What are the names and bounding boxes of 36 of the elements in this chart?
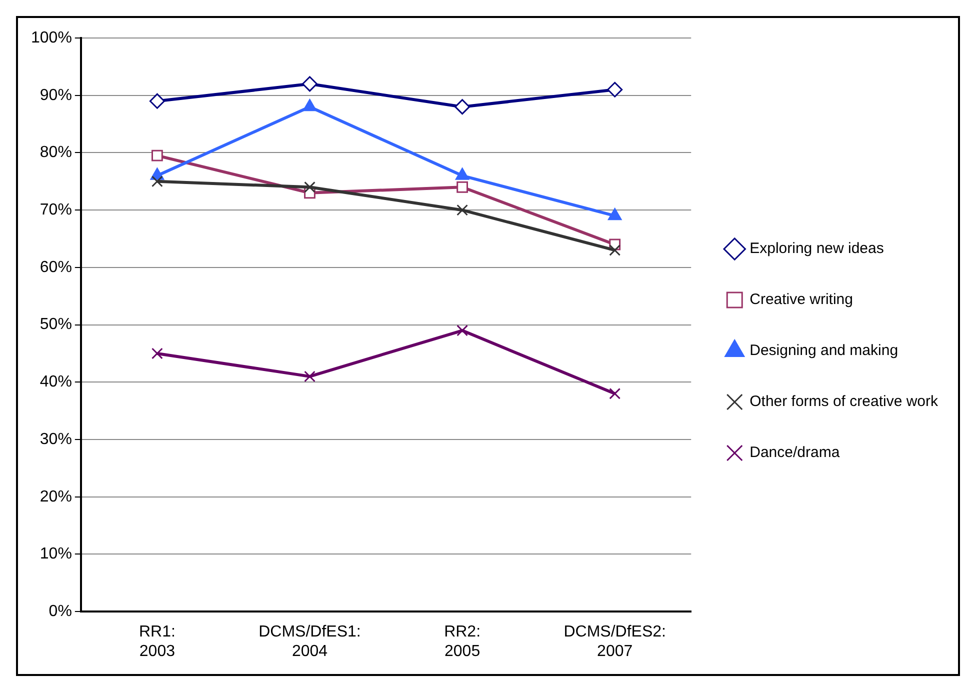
y-tick-label: 40% bbox=[40, 374, 72, 391]
point bbox=[302, 76, 318, 92]
point bbox=[151, 176, 163, 188]
y-tick-label: 20% bbox=[40, 488, 72, 506]
legend-label: Dance/drama bbox=[750, 444, 840, 462]
x-tick-label: RR1: 2003 bbox=[138, 624, 176, 660]
point bbox=[302, 99, 317, 112]
point bbox=[456, 204, 468, 216]
y-tick-label: 50% bbox=[40, 316, 72, 334]
y-tick-label: 10% bbox=[40, 546, 72, 563]
point bbox=[151, 150, 163, 162]
point bbox=[609, 388, 621, 400]
point bbox=[456, 181, 468, 193]
y-tick-label: 80% bbox=[40, 144, 72, 162]
x-tick-label: RR2: 2005 bbox=[444, 624, 481, 660]
point bbox=[609, 244, 621, 256]
y-tick-label: 90% bbox=[40, 86, 72, 104]
point bbox=[151, 348, 163, 360]
y-tick-label: 70% bbox=[40, 201, 72, 218]
point bbox=[304, 370, 316, 382]
legend-label: Designing and making bbox=[750, 342, 898, 360]
x-tick-label: DCMS/DfES2: 2007 bbox=[564, 624, 666, 660]
y-tick-label: 100% bbox=[31, 29, 72, 46]
point bbox=[456, 324, 468, 336]
point bbox=[454, 99, 470, 115]
legend-label: Creative writing bbox=[750, 291, 853, 308]
point bbox=[607, 82, 623, 98]
point bbox=[304, 181, 316, 193]
point bbox=[608, 208, 622, 220]
y-tick-label: 0% bbox=[48, 603, 72, 620]
x-tick-label: DCMS/DfES1: 2004 bbox=[258, 624, 361, 660]
y-tick-label: 30% bbox=[40, 430, 72, 448]
legend-label: Other forms of creative work bbox=[750, 393, 938, 410]
y-tick-label: 60% bbox=[40, 258, 72, 276]
legend-label: Exploring new ideas bbox=[750, 240, 884, 258]
point bbox=[149, 93, 165, 109]
